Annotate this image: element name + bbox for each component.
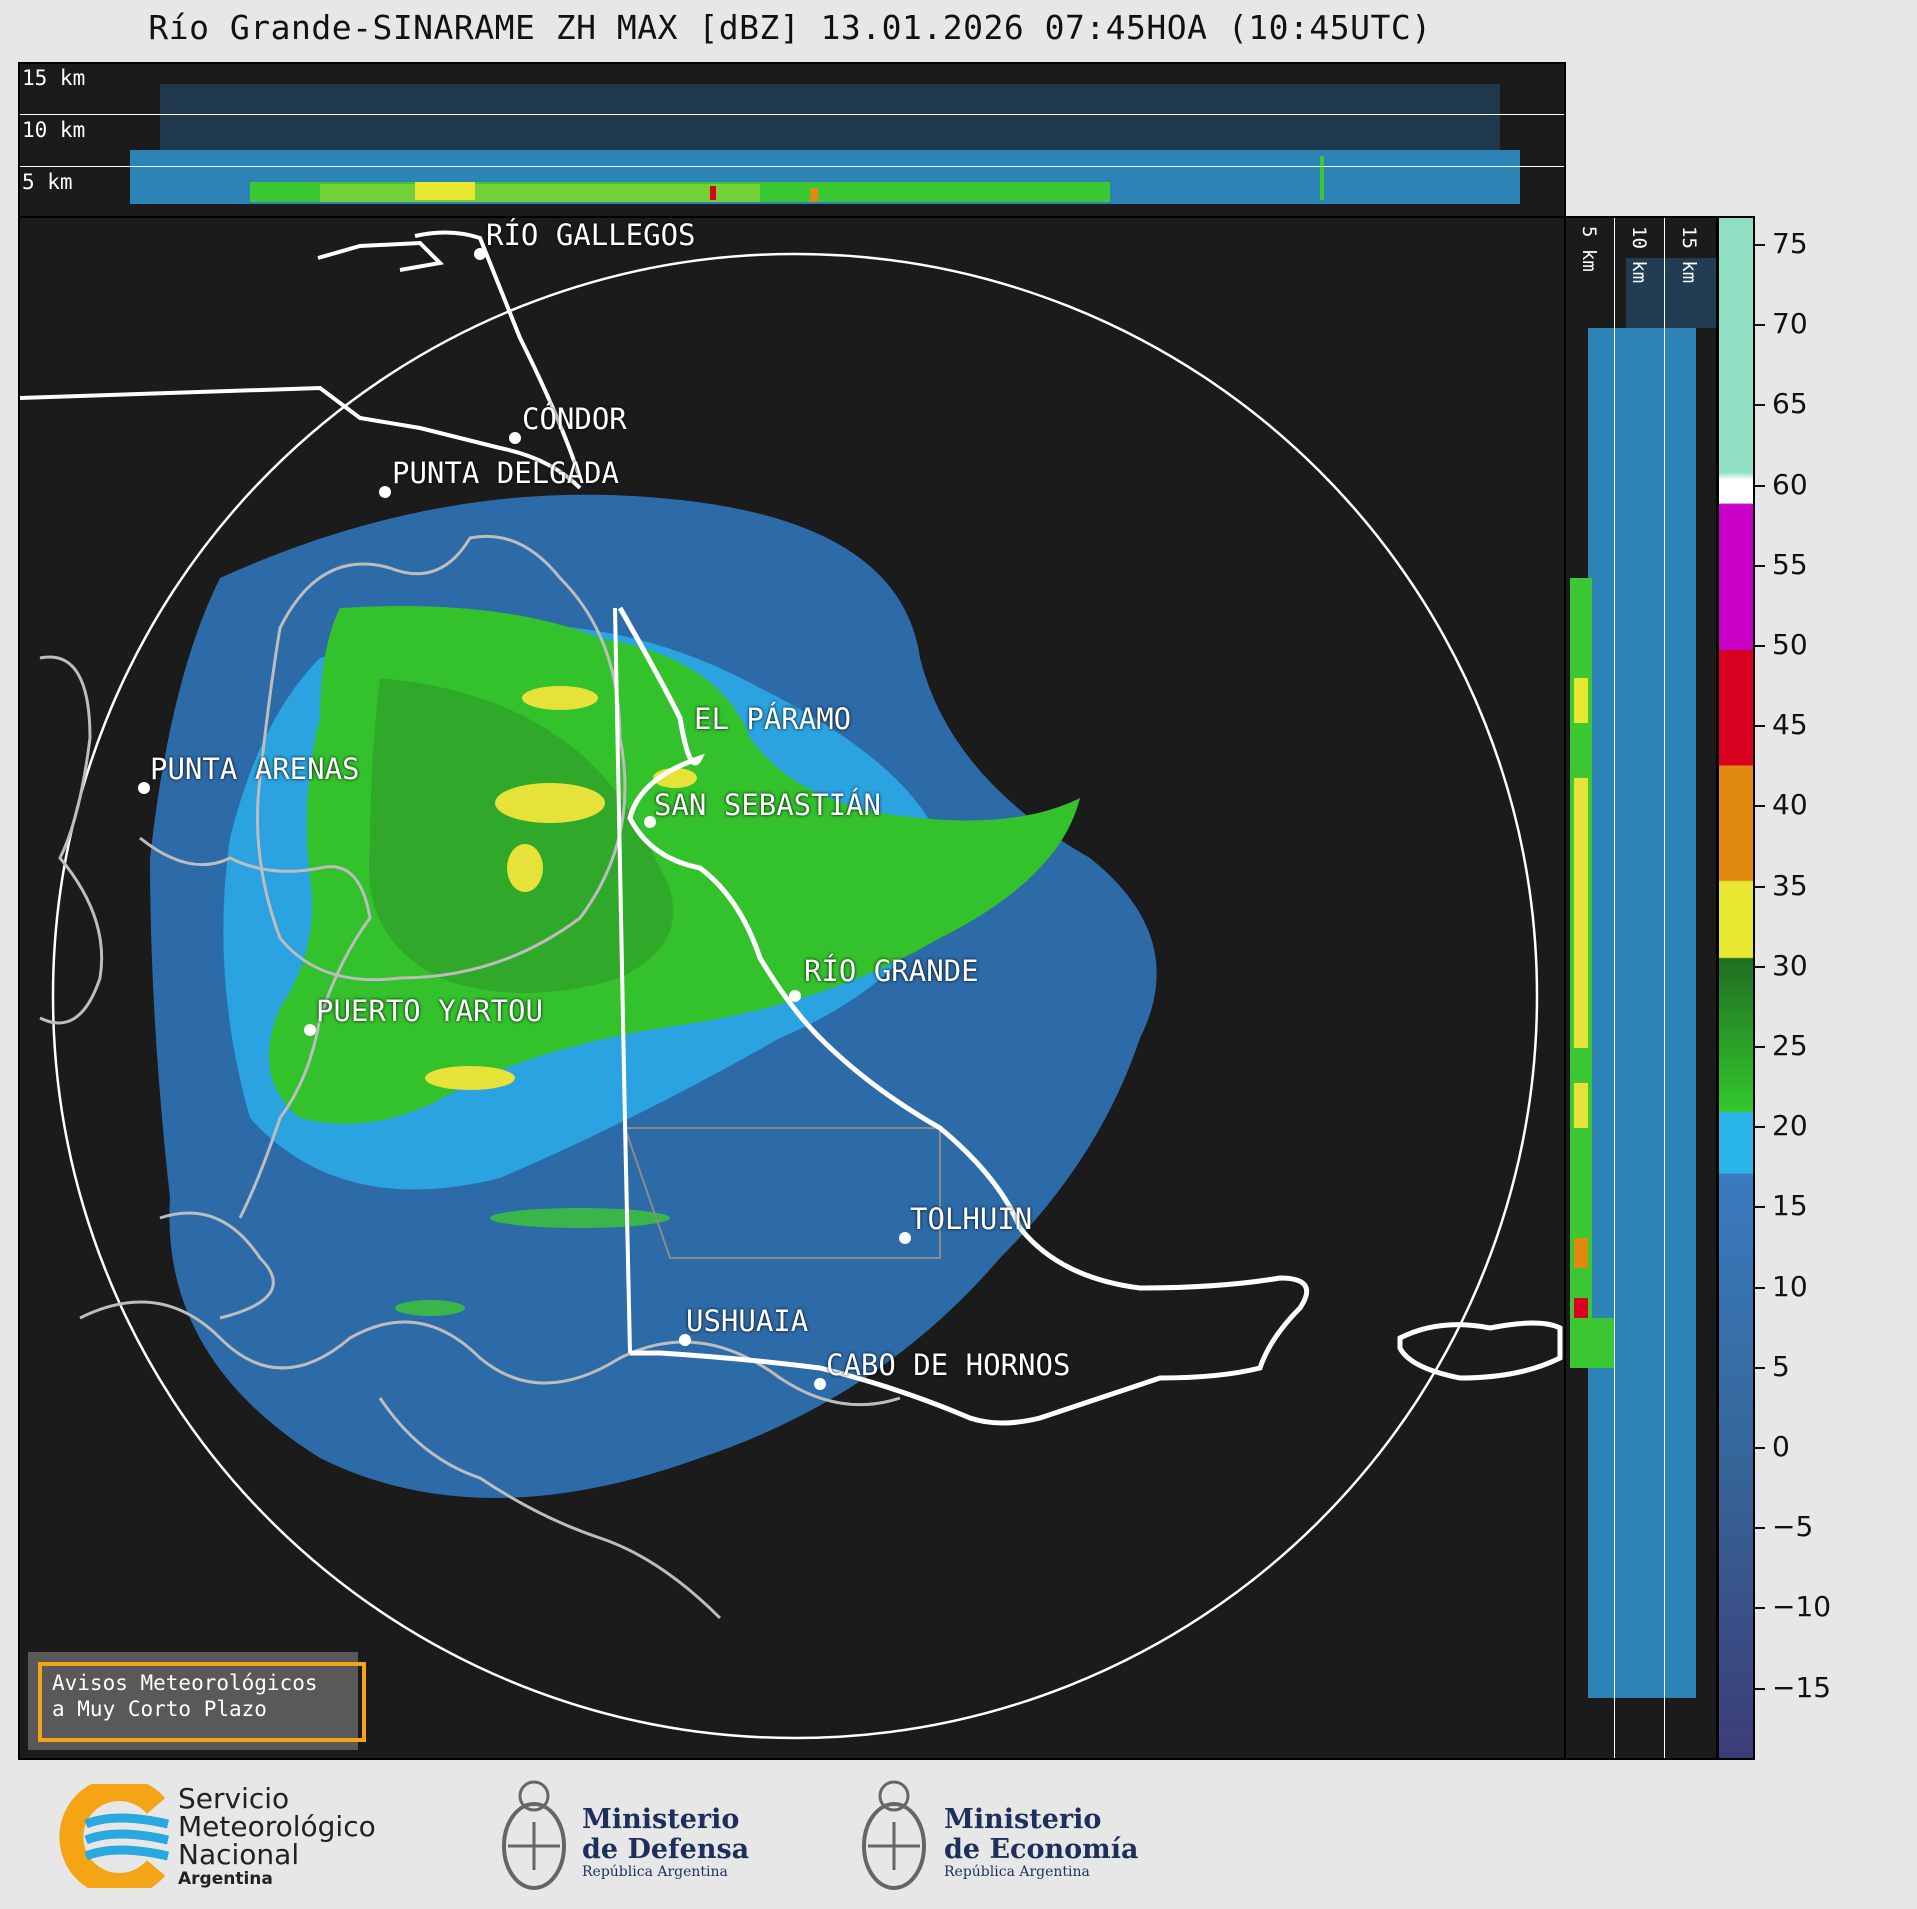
reflectivity-colorbar	[1717, 216, 1755, 1760]
colorbar-tick-label: 10	[1772, 1269, 1808, 1303]
colorbar-tick	[1755, 1046, 1765, 1048]
city-label-tolhuin: TOLHUIN	[910, 1202, 1033, 1236]
colorbar-tick	[1755, 324, 1765, 327]
colorbar-tick-label: 0	[1772, 1430, 1790, 1463]
aviso-line-2: a Muy Corto Plazo	[52, 1697, 267, 1721]
colorbar-tick	[1755, 1607, 1765, 1610]
colorbar-tick	[1755, 1366, 1765, 1369]
city-label-san-sebastian: SAN SEBASTIÁN	[654, 788, 881, 822]
colorbar-tick-label: 30	[1772, 948, 1808, 982]
colorbar-tick-label: 50	[1772, 628, 1808, 661]
economia-line-2: de Economía	[944, 1834, 1139, 1865]
side-cross-section-echo	[1570, 258, 1716, 1698]
colorbar-tick	[1755, 1447, 1765, 1449]
economia-coat-of-arms-icon	[862, 1780, 926, 1890]
city-label-cabo-de-hornos: CABO DE HORNOS	[826, 1348, 1071, 1382]
city-label-punta-arenas: PUNTA ARENAS	[150, 752, 360, 786]
colorbar-tick-label: −10	[1772, 1590, 1832, 1624]
colorbar-tick-label: 20	[1772, 1109, 1808, 1143]
colorbar-tick	[1755, 965, 1765, 968]
colorbar-tick-label: 25	[1772, 1029, 1808, 1062]
defensa-line-3: República Argentina	[582, 1864, 728, 1880]
colorbar-tick-label: −15	[1772, 1670, 1832, 1704]
gridline-5km	[20, 166, 1564, 167]
smn-line-1: Servicio	[178, 1782, 290, 1815]
height-label-5km: 5 km	[22, 170, 73, 194]
side-gridline-10km	[1614, 218, 1615, 1758]
colorbar-tick	[1755, 1206, 1765, 1209]
colorbar-tick	[1755, 805, 1765, 808]
colorbar-tick-label: 40	[1772, 788, 1808, 822]
height-label-15km: 15 km	[22, 66, 86, 90]
side-cross-section-panel: 5 km 10 km 15 km	[1564, 216, 1718, 1760]
smn-line-3: Nacional	[178, 1838, 300, 1871]
colorbar-tick-label: 35	[1772, 868, 1808, 902]
city-label-rio-gallegos: RÍO GALLEGOS	[486, 218, 696, 252]
colorbar-tick	[1755, 645, 1765, 647]
side-height-label-5km: 5 km	[1578, 226, 1600, 272]
aviso-frame: Avisos Meteorológicos a Muy Corto Plazo	[38, 1662, 366, 1742]
colorbar-tick	[1755, 484, 1765, 487]
gridline-10km	[20, 114, 1564, 115]
colorbar-tick	[1755, 1286, 1765, 1289]
colorbar-tick	[1755, 404, 1765, 407]
radar-map-panel: RÍO GALLEGOS CÓNDOR PUNTA DELGADA PUNTA …	[18, 216, 1566, 1760]
radar-reflectivity-map	[20, 230, 1563, 1740]
colorbar-tick	[1755, 725, 1765, 728]
side-height-label-10km: 10 km	[1628, 226, 1650, 284]
colorbar-tick-label: 45	[1772, 708, 1808, 742]
top-cross-section-panel: 15 km 10 km 5 km	[18, 62, 1566, 218]
city-label-el-paramo: EL PÁRAMO	[694, 702, 852, 736]
city-label-puerto-yartou: PUERTO YARTOU	[316, 994, 543, 1028]
city-label-ushuaia: USHUAIA	[686, 1304, 809, 1338]
top-cross-section-echo	[130, 84, 1520, 204]
city-label-punta-delgada: PUNTA DELGADA	[392, 456, 619, 490]
colorbar-tick	[1755, 1687, 1765, 1690]
city-label-rio-grande: RÍO GRANDE	[804, 954, 979, 988]
colorbar-tick-label: 65	[1772, 387, 1808, 421]
defensa-line-1: Ministerio	[582, 1804, 740, 1835]
smn-line-4: Argentina	[178, 1869, 273, 1889]
colorbar-tick	[1755, 1126, 1765, 1129]
economia-line-1: Ministerio	[944, 1804, 1102, 1835]
colorbar-tick	[1755, 1527, 1765, 1530]
height-label-10km: 10 km	[22, 118, 86, 142]
smn-logo-icon	[59, 1784, 170, 1888]
colorbar-tick-label: 75	[1772, 227, 1808, 260]
colorbar-tick-label: 15	[1772, 1189, 1808, 1223]
colorbar-tick-label: 70	[1772, 307, 1808, 341]
colorbar-tick	[1755, 564, 1765, 567]
colorbar-tick	[1755, 885, 1765, 888]
side-gridline-15km	[1664, 218, 1665, 1758]
colorbar-tick-label: −5	[1772, 1510, 1814, 1544]
colorbar-tick-label: 55	[1772, 547, 1808, 581]
smn-line-2: Meteorológico	[178, 1810, 376, 1843]
colorbar-tick-label: 5	[1772, 1349, 1790, 1383]
side-height-label-15km: 15 km	[1678, 226, 1700, 284]
aviso-box: Avisos Meteorológicos a Muy Corto Plazo	[28, 1652, 366, 1750]
aviso-line-1: Avisos Meteorológicos	[52, 1671, 318, 1695]
colorbar-tick	[1755, 244, 1765, 246]
city-label-condor: CÓNDOR	[522, 402, 627, 436]
colorbar-tick-label: 60	[1772, 467, 1808, 501]
economia-line-3: República Argentina	[944, 1864, 1090, 1880]
chart-title: Río Grande-SINARAME ZH MAX [dBZ] 13.01.2…	[148, 8, 1432, 47]
defensa-line-2: de Defensa	[582, 1834, 750, 1865]
defensa-coat-of-arms-icon	[502, 1780, 566, 1890]
